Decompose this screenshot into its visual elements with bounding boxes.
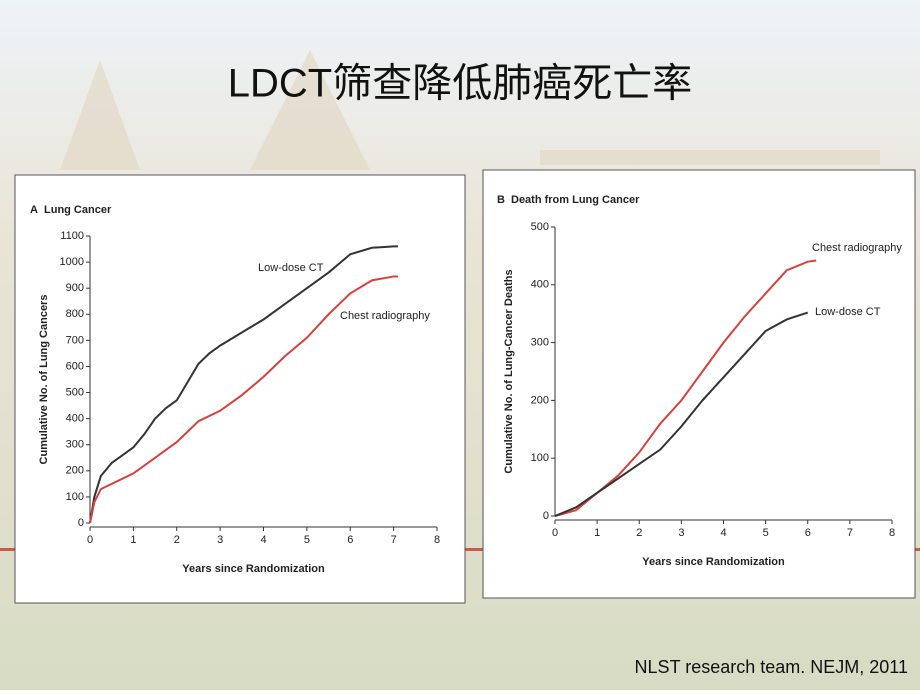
y-tick-label: 300: [531, 337, 549, 349]
x-axis-label: Years since Randomization: [182, 563, 325, 575]
y-tick-label: 100: [531, 452, 549, 464]
x-tick-label: 8: [889, 527, 895, 539]
series-line: [89, 275, 398, 524]
panel-letter: A: [30, 204, 38, 216]
y-tick-label: 0: [78, 517, 84, 529]
series-line: [89, 245, 398, 524]
y-tick-label: 700: [66, 334, 84, 346]
y-axis-label: Cumulative No. of Lung Cancers: [38, 295, 50, 465]
x-tick-label: 3: [217, 534, 223, 546]
x-tick-label: 6: [805, 527, 811, 539]
y-tick-label: 800: [66, 308, 84, 320]
y-tick-label: 100: [66, 491, 84, 503]
y-tick-label: 400: [531, 279, 549, 291]
x-tick-label: 5: [763, 527, 769, 539]
building-decor: [60, 50, 880, 170]
slide-title: LDCT筛查降低肺癌死亡率: [228, 62, 692, 106]
x-axis-label: Years since Randomization: [642, 556, 785, 568]
panel-letter: B: [497, 194, 505, 206]
x-tick-label: 2: [174, 534, 180, 546]
x-tick-label: 2: [636, 527, 642, 539]
series-label: Chest radiography: [340, 310, 430, 322]
x-tick-label: 0: [552, 527, 558, 539]
citation: NLST research team. NEJM, 2011: [635, 657, 908, 677]
y-tick-label: 500: [531, 221, 549, 233]
x-tick-label: 1: [594, 527, 600, 539]
y-tick-label: 400: [66, 413, 84, 425]
x-tick-label: 0: [87, 534, 93, 546]
y-tick-label: 200: [66, 465, 84, 477]
series-label: Chest radiography: [812, 242, 902, 254]
series-line: [554, 311, 809, 517]
y-tick-label: 0: [543, 510, 549, 522]
chart-title: Lung Cancer: [44, 204, 112, 216]
y-axis-label: Cumulative No. of Lung-Cancer Deaths: [503, 269, 515, 473]
y-tick-label: 500: [66, 386, 84, 398]
x-tick-label: 3: [678, 527, 684, 539]
x-tick-label: 7: [847, 527, 853, 539]
y-tick-label: 1000: [60, 256, 84, 268]
y-tick-label: 1100: [60, 230, 84, 242]
y-tick-label: 200: [531, 394, 549, 406]
x-tick-label: 4: [720, 527, 726, 539]
series-label: Low-dose CT: [258, 262, 324, 274]
x-tick-label: 5: [304, 534, 310, 546]
y-tick-label: 300: [66, 439, 84, 451]
series-label: Low-dose CT: [815, 306, 881, 318]
x-tick-label: 1: [130, 534, 136, 546]
y-tick-label: 600: [66, 360, 84, 372]
x-tick-label: 7: [391, 534, 397, 546]
chart-title: Death from Lung Cancer: [511, 194, 640, 206]
y-tick-label: 900: [66, 282, 84, 294]
x-tick-label: 6: [347, 534, 353, 546]
x-tick-label: 4: [260, 534, 266, 546]
x-tick-label: 8: [434, 534, 440, 546]
